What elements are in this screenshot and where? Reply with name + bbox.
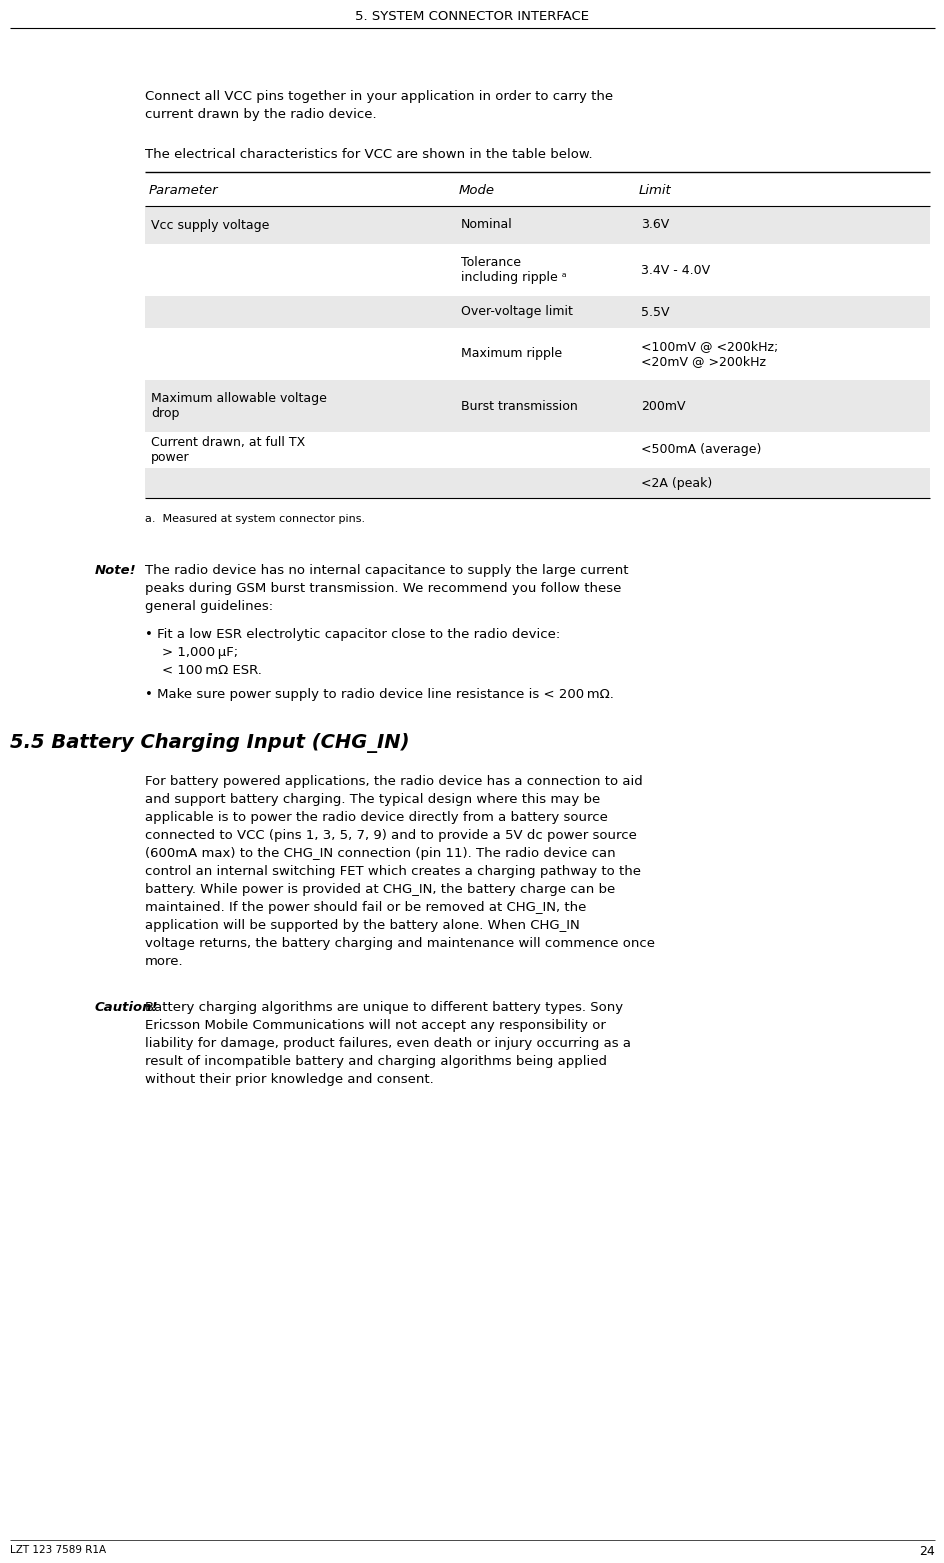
Text: Connect all VCC pins together in your application in order to carry the: Connect all VCC pins together in your ap… bbox=[144, 91, 613, 103]
Text: Nominal: Nominal bbox=[461, 219, 513, 231]
Text: application will be supported by the battery alone. When CHG_IN: application will be supported by the bat… bbox=[144, 919, 579, 932]
Text: Current drawn, at full TX
power: Current drawn, at full TX power bbox=[151, 436, 305, 464]
Text: Ericsson Mobile Communications will not accept any responsibility or: Ericsson Mobile Communications will not … bbox=[144, 1019, 605, 1032]
Bar bbox=[144, 467, 929, 499]
Text: applicable is to power the radio device directly from a battery source: applicable is to power the radio device … bbox=[144, 811, 607, 824]
Text: > 1,000 µF;: > 1,000 µF; bbox=[161, 646, 238, 660]
Text: Tolerance
including ripple ᵃ: Tolerance including ripple ᵃ bbox=[461, 256, 566, 284]
Text: liability for damage, product failures, even death or injury occurring as a: liability for damage, product failures, … bbox=[144, 1036, 631, 1050]
Text: current drawn by the radio device.: current drawn by the radio device. bbox=[144, 108, 377, 120]
Text: Maximum ripple: Maximum ripple bbox=[461, 347, 562, 361]
Text: <500mA (average): <500mA (average) bbox=[640, 444, 761, 456]
Text: maintained. If the power should fail or be removed at CHG_IN, the: maintained. If the power should fail or … bbox=[144, 900, 586, 914]
Text: 3.6V: 3.6V bbox=[640, 219, 668, 231]
Text: 5. SYSTEM CONNECTOR INTERFACE: 5. SYSTEM CONNECTOR INTERFACE bbox=[355, 9, 588, 23]
Text: Vcc supply voltage: Vcc supply voltage bbox=[151, 219, 269, 231]
Text: control an internal switching FET which creates a charging pathway to the: control an internal switching FET which … bbox=[144, 864, 640, 878]
Text: • Make sure power supply to radio device line resistance is < 200 mΩ.: • Make sure power supply to radio device… bbox=[144, 688, 614, 700]
Text: Over-voltage limit: Over-voltage limit bbox=[461, 305, 572, 319]
Text: without their prior knowledge and consent.: without their prior knowledge and consen… bbox=[144, 1074, 433, 1086]
Text: LZT 123 7589 R1A: LZT 123 7589 R1A bbox=[10, 1544, 106, 1555]
Text: (600mA max) to the CHG_IN connection (pin 11). The radio device can: (600mA max) to the CHG_IN connection (pi… bbox=[144, 847, 615, 860]
Text: 3.4V - 4.0V: 3.4V - 4.0V bbox=[640, 264, 709, 277]
Text: 24: 24 bbox=[919, 1544, 934, 1558]
Text: connected to VCC (pins 1, 3, 5, 7, 9) and to provide a 5V dc power source: connected to VCC (pins 1, 3, 5, 7, 9) an… bbox=[144, 828, 636, 842]
Text: Limit: Limit bbox=[638, 184, 671, 197]
Text: Burst transmission: Burst transmission bbox=[461, 400, 577, 413]
Text: Maximum allowable voltage
drop: Maximum allowable voltage drop bbox=[151, 392, 327, 420]
Text: Caution!: Caution! bbox=[95, 1000, 159, 1014]
Text: < 100 mΩ ESR.: < 100 mΩ ESR. bbox=[161, 664, 261, 677]
Text: a.  Measured at system connector pins.: a. Measured at system connector pins. bbox=[144, 514, 364, 524]
Bar bbox=[144, 380, 929, 431]
Text: Parameter: Parameter bbox=[149, 184, 218, 197]
Text: battery. While power is provided at CHG_IN, the battery charge can be: battery. While power is provided at CHG_… bbox=[144, 883, 615, 896]
Text: Note!: Note! bbox=[95, 564, 137, 577]
Text: The radio device has no internal capacitance to supply the large current: The radio device has no internal capacit… bbox=[144, 564, 628, 577]
Bar bbox=[144, 295, 929, 328]
Text: general guidelines:: general guidelines: bbox=[144, 600, 273, 613]
Text: For battery powered applications, the radio device has a connection to aid: For battery powered applications, the ra… bbox=[144, 775, 642, 788]
Bar bbox=[144, 206, 929, 244]
Text: • Fit a low ESR electrolytic capacitor close to the radio device:: • Fit a low ESR electrolytic capacitor c… bbox=[144, 628, 560, 641]
Text: result of incompatible battery and charging algorithms being applied: result of incompatible battery and charg… bbox=[144, 1055, 606, 1068]
Text: 5.5V: 5.5V bbox=[640, 305, 668, 319]
Text: Battery charging algorithms are unique to different battery types. Sony: Battery charging algorithms are unique t… bbox=[144, 1000, 622, 1014]
Text: <2A (peak): <2A (peak) bbox=[640, 477, 712, 489]
Text: 200mV: 200mV bbox=[640, 400, 684, 413]
Text: voltage returns, the battery charging and maintenance will commence once: voltage returns, the battery charging an… bbox=[144, 936, 654, 950]
Text: and support battery charging. The typical design where this may be: and support battery charging. The typica… bbox=[144, 792, 599, 807]
Text: The electrical characteristics for VCC are shown in the table below.: The electrical characteristics for VCC a… bbox=[144, 148, 592, 161]
Text: more.: more. bbox=[144, 955, 183, 967]
Text: Mode: Mode bbox=[459, 184, 495, 197]
Text: peaks during GSM burst transmission. We recommend you follow these: peaks during GSM burst transmission. We … bbox=[144, 581, 621, 596]
Text: <100mV @ <200kHz;
<20mV @ >200kHz: <100mV @ <200kHz; <20mV @ >200kHz bbox=[640, 341, 778, 367]
Text: 5.5 Battery Charging Input (CHG_IN): 5.5 Battery Charging Input (CHG_IN) bbox=[10, 733, 409, 753]
